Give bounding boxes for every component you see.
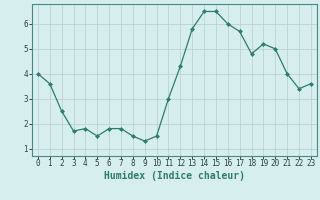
X-axis label: Humidex (Indice chaleur): Humidex (Indice chaleur) <box>104 171 245 181</box>
